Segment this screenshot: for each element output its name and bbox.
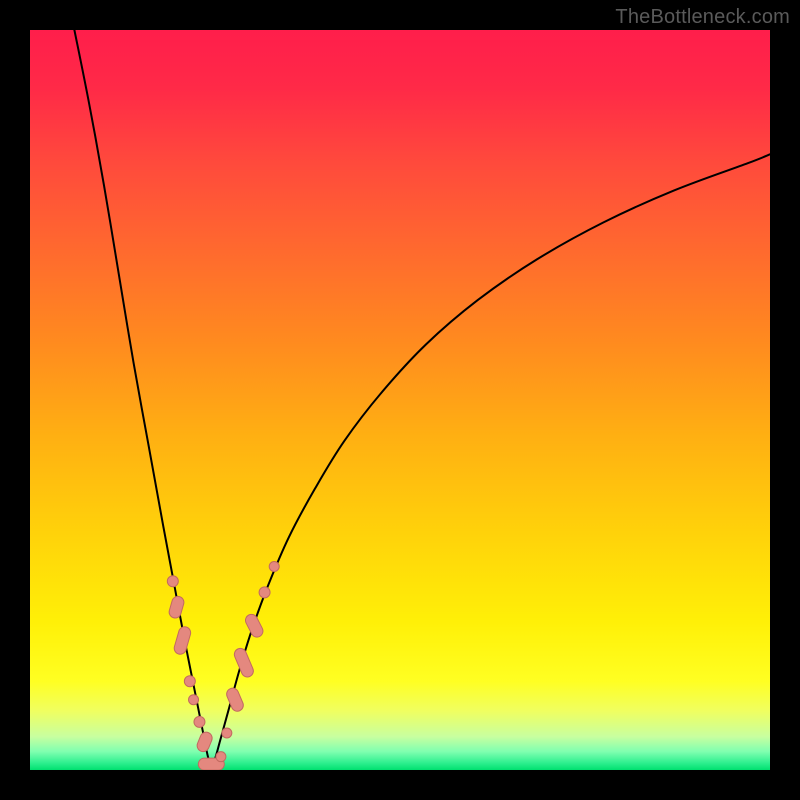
marker-dot xyxy=(184,676,195,687)
marker-dot xyxy=(269,562,279,572)
marker-dot xyxy=(216,752,226,762)
marker-dot xyxy=(194,716,205,727)
marker-dot xyxy=(189,695,199,705)
marker-dot xyxy=(259,587,270,598)
plot-area xyxy=(30,30,770,770)
marker-dot xyxy=(222,728,232,738)
marker-dot xyxy=(167,576,178,587)
chart-frame: TheBottleneck.com xyxy=(0,0,800,800)
watermark-text: TheBottleneck.com xyxy=(615,6,790,29)
chart-svg xyxy=(30,30,770,770)
